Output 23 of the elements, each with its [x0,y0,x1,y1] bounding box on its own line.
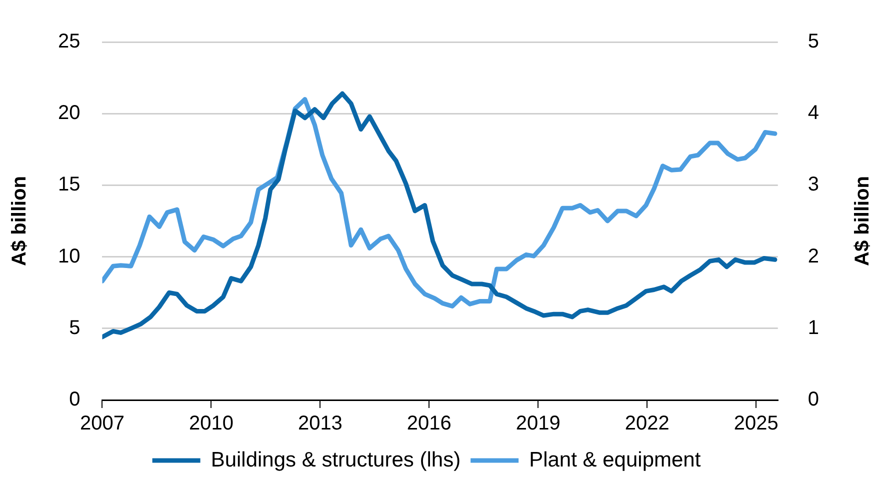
x-tick-label: 2019 [516,412,560,435]
x-tick-label: 2010 [188,412,234,435]
y2-tick-label: 1 [808,316,819,339]
y-tick-label: 5 [69,316,80,339]
y2-axis-title: A$ billion [852,176,874,266]
y-axis-title: A$ billion [8,176,31,266]
y2-tick-label: 3 [808,174,819,196]
y-tick-label: 15 [58,174,80,196]
y-tick-label: 10 [58,245,80,268]
y-tick-label: 0 [69,388,80,411]
legend-label: Plant & equipment [529,448,701,472]
y2-tick-label: 2 [808,245,819,268]
y-tick-label: 25 [58,30,80,53]
x-tick-label: 2022 [624,412,670,435]
x-tick-label: 2013 [298,412,342,435]
legend-label: Buildings & structures (lhs) [210,448,461,472]
y2-tick-label: 0 [808,388,819,411]
x-tick-label: 2016 [406,412,452,435]
x-tick-label: 2007 [80,412,124,435]
y2-tick-label: 4 [808,102,819,124]
y-tick-label: 20 [58,102,80,124]
y2-tick-label: 5 [808,30,819,53]
x-tick-label: 2025 [734,412,778,435]
